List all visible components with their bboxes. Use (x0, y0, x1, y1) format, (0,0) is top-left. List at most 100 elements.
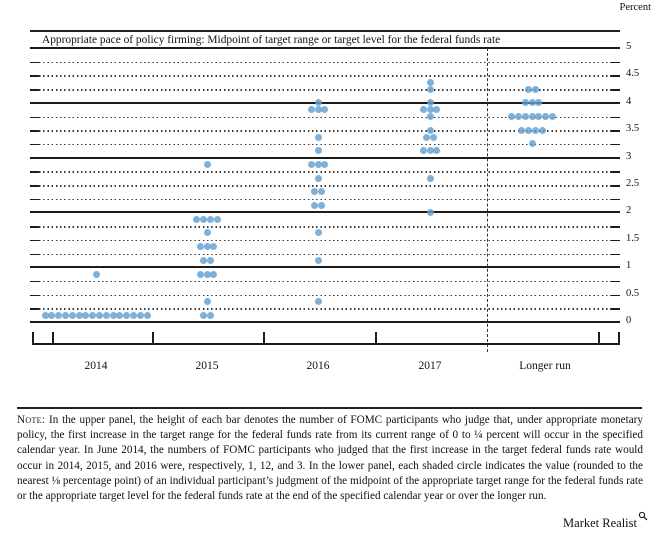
x-axis-label: 2016 (306, 360, 330, 372)
fomc-dot (196, 243, 204, 251)
fomc-dot (109, 311, 117, 319)
fomc-dot (311, 188, 319, 196)
fomc-dot (314, 160, 322, 168)
grid-line-dotted (39, 171, 611, 173)
y-tick-label: 0 (626, 315, 632, 326)
grid-line-dotted (39, 116, 611, 118)
fomc-dot (314, 133, 322, 141)
grid-line-cap (30, 185, 39, 187)
fomc-dot (433, 106, 441, 114)
grid-line-dotted (39, 143, 611, 146)
fomc-dot (206, 311, 214, 319)
fomc-dot (314, 229, 322, 237)
fomc-dot (426, 126, 434, 134)
x-axis-label: 2014 (84, 360, 108, 372)
fomc-dot (129, 311, 137, 319)
fomc-dot (426, 147, 434, 155)
fomc-dot (525, 85, 533, 93)
grid-line-cap (611, 280, 620, 283)
grid-line-cap (611, 61, 620, 64)
grid-line-cap (30, 294, 39, 297)
fomc-dot (321, 106, 329, 114)
y-tick-label: 4.5 (626, 68, 640, 80)
fomc-dot (314, 147, 322, 155)
fomc-dot (419, 147, 427, 155)
x-axis-tick (618, 332, 620, 344)
fomc-dot (203, 243, 211, 251)
grid-line-solid (30, 211, 620, 214)
grid-line-dotted (39, 89, 611, 91)
fomc-dot (116, 311, 124, 319)
fomc-dot (123, 311, 131, 319)
fomc-dot (213, 215, 221, 223)
grid-line-cap (611, 239, 620, 242)
fomc-dot (314, 297, 322, 305)
grid-line-cap (30, 75, 39, 77)
y-tick-label: 3.5 (626, 123, 640, 135)
grid-line-cap (611, 130, 620, 132)
y-tick-label: 4 (626, 95, 632, 107)
fomc-dot (426, 85, 434, 93)
fomc-dot (535, 113, 543, 120)
grid-line-cap (30, 61, 39, 64)
fomc-dot (317, 202, 325, 210)
grid-line-cap (30, 226, 39, 228)
grid-line-cap (30, 116, 39, 119)
grid-line-cap (611, 294, 620, 297)
y-tick-label: 2 (626, 205, 632, 217)
grid-line-solid (30, 156, 620, 159)
grid-line-dotted (39, 294, 611, 297)
fomc-dot (426, 208, 434, 216)
y-tick-label: 0.5 (626, 287, 640, 299)
y-tick-label: 1.5 (626, 232, 640, 244)
fomc-dot (321, 160, 329, 168)
fomc-dot (193, 215, 201, 223)
fomc-dot (143, 311, 151, 319)
grid-line-solid (30, 47, 620, 49)
fomc-dot (200, 256, 208, 264)
fomc-dot (203, 297, 211, 305)
grid-line-cap (611, 253, 620, 256)
x-axis-tick (32, 332, 34, 344)
y-tick-label: 2.5 (626, 178, 640, 189)
brand-name: Market Realist (563, 516, 637, 530)
brand-logo: Market Realist (563, 511, 648, 531)
x-axis-label: 2017 (418, 360, 442, 372)
fomc-dot (423, 133, 431, 141)
grid-line-cap (30, 280, 39, 283)
fomc-dot (521, 113, 529, 120)
fomc-dot (531, 85, 539, 93)
fomc-dot (514, 113, 522, 120)
fomc-dot (426, 106, 434, 114)
fomc-dot (518, 126, 526, 134)
fomc-dot (307, 160, 315, 168)
fomc-dot (196, 270, 204, 278)
x-axis-tick (375, 332, 377, 344)
fomc-dot (426, 78, 434, 86)
x-axis-label: 2015 (195, 360, 219, 372)
grid-line-cap (30, 253, 39, 256)
grid-line-cap (611, 116, 620, 119)
grid-line-dotted (39, 280, 611, 283)
grid-line-dotted (39, 130, 611, 132)
grid-line-cap (30, 130, 39, 132)
y-axis-unit-label: Percent (619, 2, 652, 13)
grid-line-cap (611, 198, 620, 201)
fomc-dot (75, 311, 83, 319)
grid-line-cap (611, 171, 620, 173)
grid-line-solid (30, 321, 620, 323)
fomc-dot (535, 99, 543, 107)
fomc-dot (206, 256, 214, 264)
fomc-dot (200, 215, 208, 223)
grid-line-dotted (39, 226, 611, 228)
fomc-dot (528, 113, 536, 120)
fomc-dot (528, 140, 536, 148)
fomc-dot (41, 311, 49, 319)
footnote-label: Note: (17, 414, 46, 426)
grid-line-cap (611, 185, 620, 187)
grid-line-dotted (39, 185, 611, 187)
fomc-dot (61, 311, 69, 319)
fomc-dot (68, 311, 76, 319)
magnifier-icon (638, 511, 648, 521)
fomc-dot (55, 311, 63, 319)
